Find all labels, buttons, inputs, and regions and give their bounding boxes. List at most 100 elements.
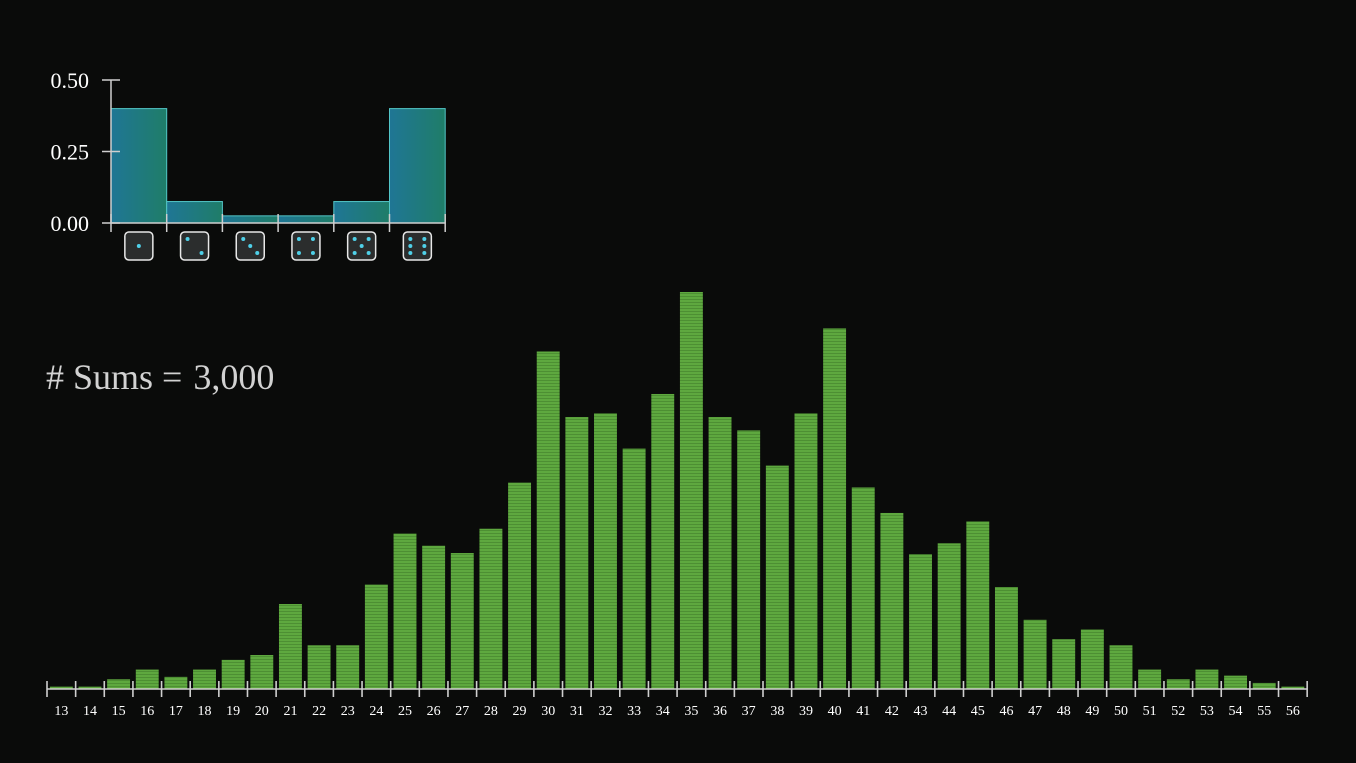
x-tick-label: 21 [283,704,297,719]
x-tick-label: 19 [226,704,240,719]
die-pip [408,237,413,241]
die-prob-bar [277,215,335,224]
sum-count-bar [679,292,703,689]
x-tick-label: 43 [914,704,928,719]
sum-count-bar [737,430,761,689]
sum-count-bar [565,417,589,689]
sum-count-bar [336,645,360,689]
sum-count-bar [135,669,159,689]
x-tick-label: 44 [942,704,956,719]
x-tick-label: 55 [1257,704,1271,719]
sum-count-bar [393,533,417,689]
die-pip [422,244,427,248]
sum-count-bar [307,645,331,689]
sum-count-bar [1224,675,1248,689]
sum-count-bar [880,512,904,689]
x-tick-label: 36 [713,704,727,719]
x-tick-label: 16 [140,704,154,719]
x-tick-label: 20 [255,704,269,719]
die-face-3-icon [235,231,265,261]
x-tick-label: 51 [1143,704,1157,719]
x-tick-label: 17 [169,704,183,719]
sum-count-bar [164,676,188,689]
die-pip [408,251,413,255]
sum-count-bar [765,465,789,689]
die-pip [352,237,357,241]
x-tick-label: 18 [198,704,212,719]
die-pip [366,237,371,241]
sum-count-bar [107,679,131,689]
die-pip [185,237,190,241]
x-tick-label: 49 [1085,704,1099,719]
x-tick-label: 38 [770,704,784,719]
die-pip [296,251,301,255]
die-pip [408,244,413,248]
sums-count-value: 3,000 [193,357,275,397]
sum-count-bar [651,393,675,689]
sum-count-bar [193,669,216,689]
x-tick-label: 50 [1114,704,1128,719]
x-tick-label: 30 [541,704,555,719]
x-tick-label: 23 [341,704,355,719]
die-pip [310,251,315,255]
sum-count-bar [794,413,818,689]
sum-count-bar [1281,686,1305,689]
die-face-4-icon [291,231,321,261]
sum-count-bar [994,587,1018,689]
x-tick-label: 52 [1171,704,1185,719]
x-tick-label: 47 [1028,704,1042,719]
sum-count-bar [536,351,560,689]
sum-count-bar [1138,669,1162,689]
x-tick-label: 27 [455,704,469,719]
die-pip [296,237,301,241]
sum-count-bar [479,528,503,689]
x-tick-label: 39 [799,704,813,719]
x-tick-label: 42 [885,704,899,719]
x-tick-label: 54 [1229,704,1243,719]
sum-count-bar [1252,682,1276,689]
x-tick-label: 24 [369,704,383,719]
sum-count-bar [594,413,617,689]
x-tick-label: 32 [598,704,612,719]
die-pip [359,244,364,248]
die-pip [199,251,204,255]
x-tick-label: 13 [54,704,68,719]
die-pip [422,251,427,255]
x-tick-label: 37 [742,704,756,719]
sum-count-bar [49,686,73,689]
x-tick-label: 46 [999,704,1013,719]
y-tick-label: 0.25 [51,140,90,165]
die-face-2-icon [179,231,210,261]
x-tick-label: 15 [112,704,126,719]
die-pip [248,244,253,248]
x-tick-label: 28 [484,704,498,719]
x-tick-label: 34 [656,704,670,719]
sum-count-bar [1052,639,1076,689]
x-tick-label: 40 [828,704,842,719]
sum-count-bar [1023,619,1047,689]
x-tick-label: 56 [1286,704,1300,719]
die-face [402,231,433,261]
die-face-5-icon [346,231,377,261]
sum-count-bar [1080,629,1104,689]
sum-count-bar [966,521,990,689]
die-distribution-chart: 0.00 0.25 0.50 [51,68,446,261]
x-tick-label: 25 [398,704,412,719]
y-tick-label: 0.50 [51,68,90,93]
sum-count-bar [508,482,532,689]
x-tick-label: 22 [312,704,326,719]
sum-count-bar [909,554,932,689]
die-pip [352,251,357,255]
x-tick-label: 26 [427,704,441,719]
sum-count-bar [250,655,274,689]
die-prob-bar [166,201,223,224]
x-tick-label: 35 [684,704,698,719]
sums-count-label: # Sums = 3,000 [46,356,274,398]
sum-count-bar [221,659,245,689]
sums-count-prefix: # Sums = [46,357,183,397]
sum-count-bar [450,553,474,689]
sum-count-bar [78,686,102,689]
sum-count-bar [422,545,446,689]
x-tick-label: 29 [513,704,527,719]
